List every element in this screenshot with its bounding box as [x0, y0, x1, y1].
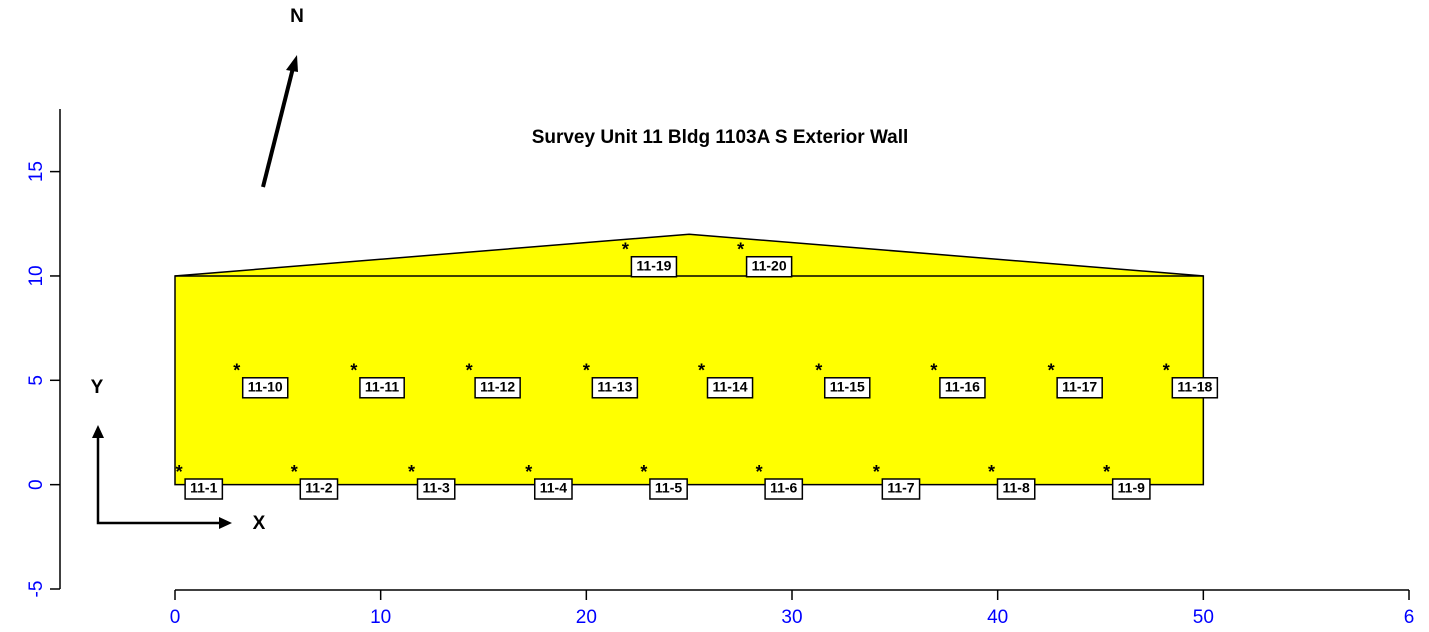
point-label: 11-1: [190, 480, 217, 496]
point-marker: *: [873, 462, 880, 482]
point-marker: *: [988, 462, 995, 482]
point-label: 11-5: [655, 480, 682, 496]
point-marker: *: [176, 462, 183, 482]
x-tick-label: 50: [1193, 607, 1214, 628]
point-marker: *: [698, 361, 705, 381]
point-marker: *: [525, 462, 532, 482]
point-marker: *: [233, 361, 240, 381]
x-tick-label: 20: [576, 607, 597, 628]
point-label: 11-7: [887, 480, 914, 496]
point-label-box: [533, 478, 573, 500]
x-tick-label: 40: [987, 607, 1008, 628]
point-marker: *: [756, 462, 763, 482]
point-label-box: [591, 377, 639, 399]
point-label: 11-12: [480, 378, 515, 394]
point-marker: *: [466, 361, 473, 381]
point-label: 11-9: [1118, 480, 1145, 496]
y-tick-label: 15: [26, 161, 47, 182]
point-label-box: [299, 478, 339, 500]
point-marker: *: [408, 462, 415, 482]
point-label-box: [649, 478, 688, 500]
title: Survey Unit 11 Bldg 1103A S Exterior Wal…: [532, 127, 909, 148]
x-tick-label: 10: [370, 607, 391, 628]
point-marker: *: [291, 462, 298, 482]
point-marker: *: [1163, 361, 1170, 381]
point-marker: *: [737, 239, 744, 259]
point-label-box: [881, 478, 921, 500]
point-marker: *: [583, 361, 590, 381]
point-label-box: [184, 478, 224, 500]
point-marker: *: [622, 239, 629, 259]
point-label: 11-3: [423, 480, 450, 496]
point-marker: *: [815, 361, 822, 381]
y-tick-label: -5: [26, 581, 47, 598]
point-label: 11-8: [1002, 480, 1029, 496]
x-tick-label: 0: [170, 607, 181, 628]
point-label: 11-18: [1177, 378, 1212, 394]
point-marker: *: [1103, 462, 1110, 482]
x-arrow-label: X: [253, 513, 266, 534]
point-label: 11-15: [830, 378, 865, 394]
point-label: 11-4: [540, 480, 567, 496]
y-arrow-head: [92, 425, 104, 438]
x-tick-label: 6: [1404, 607, 1415, 628]
axis-arrows: [96, 435, 222, 525]
x-arrow-head: [219, 517, 232, 529]
wall-outline: [174, 233, 1205, 486]
north-arrow: [261, 63, 296, 188]
x-tick-label: 30: [781, 607, 802, 628]
point-label-box: [764, 478, 804, 500]
point-label-box: [1111, 478, 1151, 500]
point-label-box: [939, 377, 986, 399]
point-label: 11-11: [365, 378, 399, 394]
point-label-box: [1171, 377, 1219, 399]
point-label: 11-20: [752, 257, 787, 273]
point-label-box: [745, 255, 793, 278]
point-label-box: [474, 377, 521, 399]
point-marker: *: [640, 462, 647, 482]
point-label-box: [416, 478, 456, 500]
point-label: 11-19: [636, 257, 671, 273]
point-label: 11-10: [248, 378, 283, 394]
point-label-box: [996, 478, 1036, 500]
point-label-box: [823, 377, 871, 399]
point-label: 11-17: [1062, 378, 1097, 394]
point-marker: *: [930, 361, 937, 381]
y-tick-label: 5: [26, 375, 47, 386]
point-label: 11-16: [945, 378, 980, 394]
y-tick-label: 10: [26, 265, 47, 286]
point-label: 11-6: [770, 480, 797, 496]
point-label: 11-13: [597, 378, 632, 394]
point-label-box: [1056, 377, 1103, 399]
point-label-box: [706, 377, 754, 399]
point-label: 11-14: [713, 378, 748, 394]
y-tick-label: 0: [26, 479, 47, 490]
point-marker: *: [1048, 361, 1055, 381]
point-marker: *: [350, 361, 357, 381]
y-arrow-label: Y: [91, 377, 104, 398]
point-label-box: [241, 377, 289, 399]
point-label-box: [359, 377, 405, 399]
point-label: 11-2: [305, 480, 332, 496]
north-label: N: [290, 6, 304, 27]
point-label-box: [630, 255, 678, 278]
north-arrow-head: [286, 55, 298, 72]
